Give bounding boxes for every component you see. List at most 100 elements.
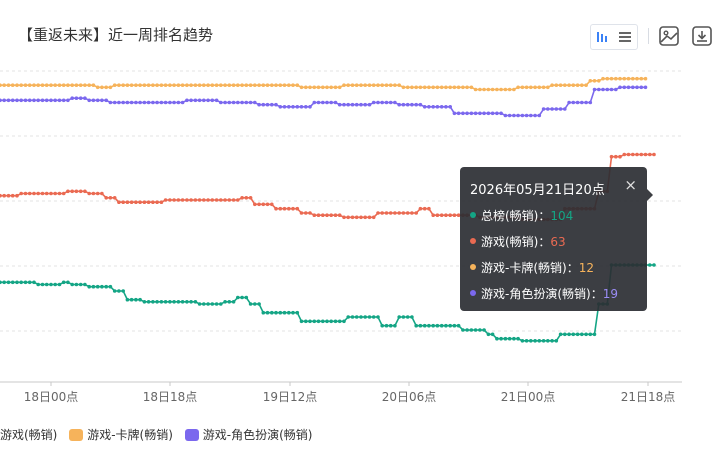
data-point	[159, 200, 164, 204]
data-point	[609, 154, 614, 159]
data-point	[478, 87, 482, 92]
data-point	[278, 105, 283, 109]
data-point	[524, 85, 529, 90]
data-point	[342, 319, 346, 324]
data-point	[223, 300, 227, 304]
data-point	[405, 102, 410, 107]
legend-item-kapai[interactable]: 游戏-卡牌(畅销)	[69, 426, 173, 443]
data-point	[648, 263, 652, 267]
data-point	[108, 85, 113, 90]
data-point	[168, 83, 172, 87]
x-tick-label: 20日06点	[382, 390, 437, 404]
data-point	[393, 83, 397, 87]
data-point	[180, 83, 185, 87]
download-icon[interactable]	[690, 24, 714, 48]
data-point	[321, 319, 325, 324]
data-point	[129, 83, 134, 87]
data-point	[495, 87, 499, 92]
data-point	[308, 319, 312, 324]
data-point	[329, 85, 334, 90]
data-point	[444, 105, 448, 109]
data-point	[121, 289, 125, 293]
data-point	[376, 211, 380, 215]
data-point	[444, 323, 448, 328]
data-point	[554, 83, 559, 87]
data-point	[44, 282, 49, 287]
data-point	[418, 323, 423, 328]
legend-item-juese[interactable]: 游戏-角色扮演(畅销)	[184, 426, 312, 443]
data-point	[337, 319, 342, 324]
data-point	[142, 200, 147, 204]
data-point	[371, 215, 376, 220]
data-point	[19, 98, 24, 103]
data-point	[172, 198, 176, 202]
data-point	[550, 83, 554, 87]
data-point	[512, 336, 516, 341]
data-point	[546, 107, 550, 111]
data-point	[503, 336, 508, 341]
data-point	[427, 323, 431, 328]
data-point	[57, 191, 62, 196]
data-point	[112, 196, 117, 200]
data-point	[371, 100, 376, 105]
data-point	[57, 98, 62, 103]
data-point	[635, 76, 639, 81]
data-point	[121, 100, 125, 105]
data-point	[512, 113, 516, 118]
data-point	[125, 297, 130, 302]
data-point	[40, 282, 45, 287]
bar-chart-icon[interactable]	[591, 25, 613, 49]
data-point	[418, 85, 423, 90]
data-point	[495, 336, 499, 341]
data-point	[236, 198, 240, 202]
data-point	[53, 282, 57, 287]
data-point	[19, 83, 24, 87]
data-point	[6, 83, 11, 87]
data-point	[129, 200, 134, 204]
data-point	[206, 98, 210, 103]
data-point	[359, 215, 363, 220]
data-point	[108, 196, 113, 200]
data-point	[219, 83, 223, 87]
data-point	[503, 113, 508, 118]
data-point	[422, 85, 427, 90]
close-icon[interactable]: ×	[624, 176, 637, 194]
data-point	[631, 76, 635, 81]
data-point	[435, 85, 440, 90]
image-icon[interactable]	[657, 24, 681, 48]
list-icon[interactable]	[614, 25, 636, 49]
data-point	[265, 202, 270, 207]
data-point	[537, 85, 542, 90]
data-point	[639, 76, 644, 81]
tooltip-row-label: 总榜(畅销)：	[481, 209, 551, 223]
data-point	[312, 213, 317, 217]
data-point	[2, 83, 6, 87]
data-point	[401, 102, 406, 107]
chart-type-toggle	[590, 24, 638, 50]
data-point	[66, 83, 70, 87]
data-point	[448, 213, 453, 217]
data-point	[431, 323, 436, 328]
data-point	[584, 100, 588, 105]
data-point	[405, 211, 410, 215]
data-point	[95, 191, 100, 196]
legend-item-youxi[interactable]: 游戏(畅销)	[0, 426, 57, 443]
data-point	[189, 300, 193, 304]
data-point	[91, 83, 96, 87]
series-dot	[470, 264, 476, 270]
data-point	[304, 211, 308, 215]
data-point	[227, 100, 232, 105]
data-point	[112, 83, 117, 87]
data-point	[151, 300, 155, 304]
data-point	[354, 215, 359, 220]
data-point	[146, 83, 151, 87]
tooltip-row-value: 63	[550, 235, 566, 249]
data-point	[257, 302, 261, 306]
data-point	[614, 154, 618, 159]
data-point	[287, 310, 291, 315]
data-point	[100, 191, 104, 196]
data-point	[558, 332, 563, 337]
data-point	[15, 280, 19, 285]
data-point	[397, 211, 402, 215]
data-point	[172, 300, 176, 304]
